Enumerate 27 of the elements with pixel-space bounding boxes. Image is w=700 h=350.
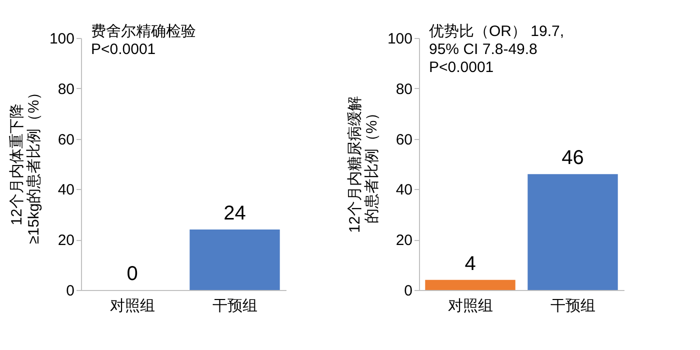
data-label: 4 — [464, 252, 476, 275]
x-tick-label: 对照组 — [110, 298, 155, 314]
annotation: 费舍尔精确检验 — [91, 23, 196, 40]
y-tick-label: 80 — [58, 80, 74, 98]
annotation: 95% CI 7.8-49.8 — [429, 41, 538, 58]
y-tick-label: 80 — [396, 80, 412, 98]
annotation: P<0.0001 — [429, 59, 494, 76]
annotation: P<0.0001 — [91, 41, 156, 58]
y-tick-label: 20 — [58, 232, 74, 250]
data-label: 0 — [126, 263, 138, 285]
data-label: 46 — [562, 147, 584, 170]
y-tick-label: 40 — [58, 182, 74, 199]
y-tick-label: 40 — [396, 182, 412, 199]
x-tick-label: 干预组 — [550, 298, 596, 314]
y-tick-label: 0 — [404, 282, 412, 300]
data-label: 24 — [224, 202, 246, 225]
y-axis-title: 12个月内糖尿病缓解的患者比例（%） — [346, 96, 380, 233]
y-tick-label: 60 — [58, 131, 74, 148]
y-tick-label: 60 — [396, 131, 412, 148]
x-tick-label: 对照组 — [448, 298, 493, 314]
y-axis-title: 12个月内体重下降 ≥15kg的患者比例（%） — [8, 84, 42, 244]
y-tick-label: 0 — [66, 282, 74, 300]
y-tick-label: 100 — [387, 30, 412, 48]
y-tick-label: 100 — [49, 30, 74, 48]
y-tick-label: 20 — [396, 232, 412, 250]
x-tick-label: 干预组 — [212, 298, 258, 314]
annotation: 优势比（OR） 19.7, — [429, 23, 564, 40]
